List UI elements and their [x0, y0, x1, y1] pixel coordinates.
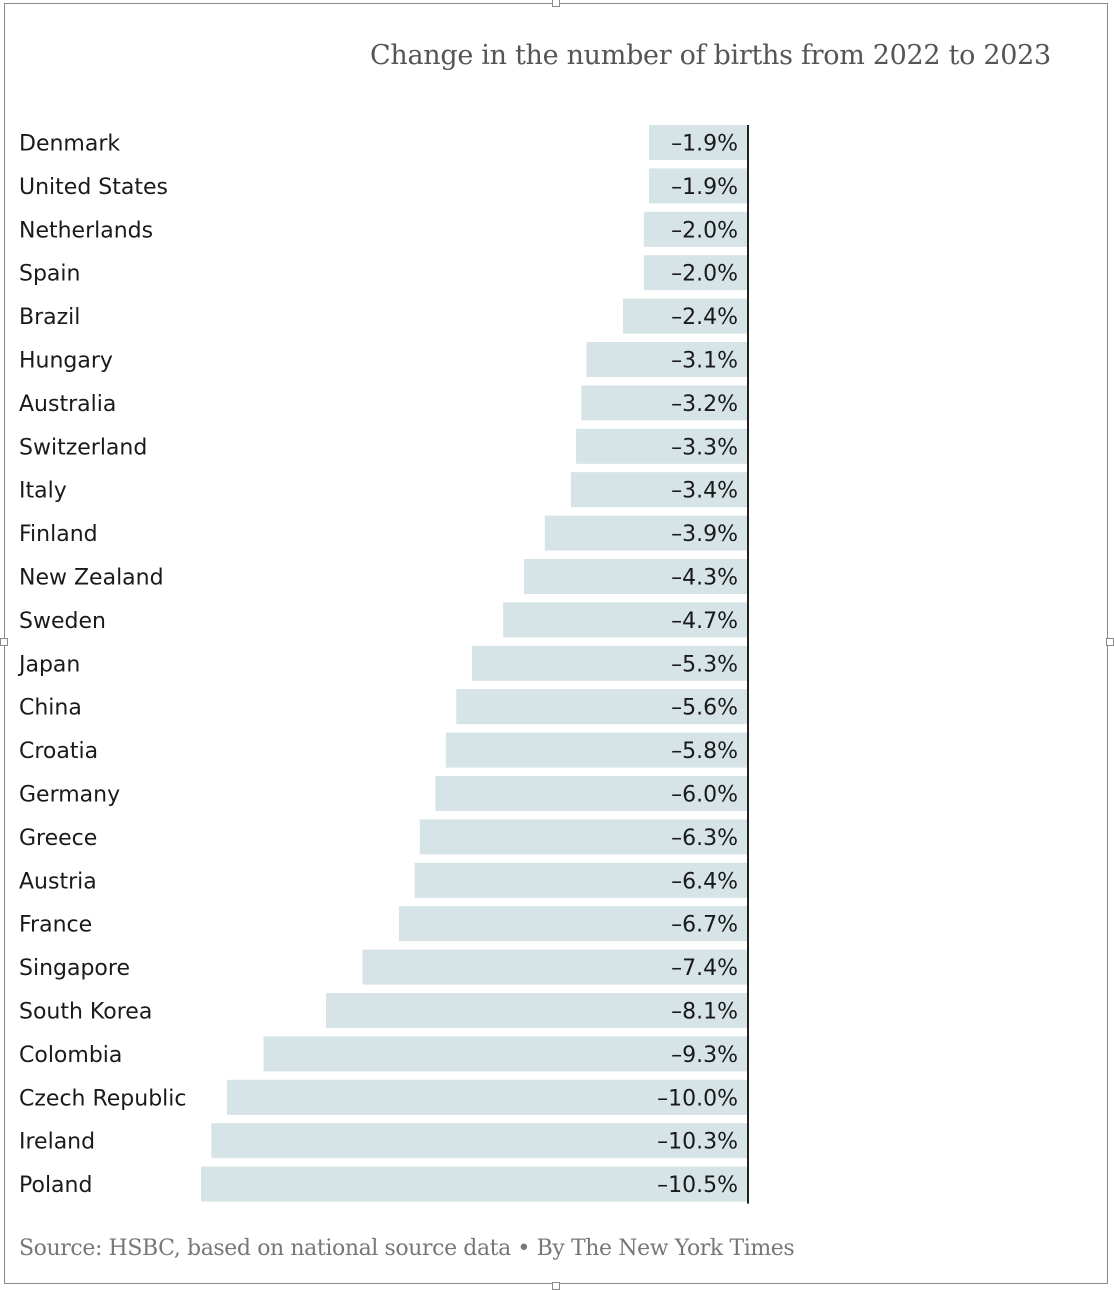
value-label: –5.3%: [671, 652, 738, 677]
value-label: –5.8%: [671, 739, 738, 764]
bar: [326, 993, 748, 1028]
category-label: Austria: [19, 869, 97, 894]
bars-layer: [201, 125, 748, 1202]
bar: [471, 645, 748, 681]
category-label: Hungary: [19, 349, 113, 374]
category-label: Denmark: [19, 132, 120, 157]
value-label: –4.7%: [671, 609, 738, 634]
bar: [544, 515, 748, 551]
category-label: United States: [19, 175, 168, 200]
bar: [643, 255, 748, 291]
bar: [435, 776, 748, 811]
bar: [362, 949, 748, 985]
category-label: Netherlands: [19, 218, 153, 243]
value-label: –6.0%: [671, 783, 738, 808]
resize-handle-left[interactable]: [0, 638, 8, 646]
category-label: Croatia: [19, 739, 98, 764]
value-label: –3.1%: [671, 349, 738, 374]
value-label: –7.4%: [671, 956, 738, 981]
category-label: Greece: [19, 826, 97, 851]
bar: [623, 298, 748, 334]
bar: [586, 342, 748, 377]
value-label: –5.6%: [671, 696, 738, 721]
bar: [649, 125, 748, 160]
value-label: –10.0%: [657, 1086, 738, 1111]
category-label: Australia: [19, 392, 116, 417]
category-label: Singapore: [19, 956, 130, 981]
value-label: –3.4%: [671, 479, 738, 504]
bar: [570, 472, 748, 508]
value-label: –6.4%: [671, 869, 738, 894]
category-label: Germany: [19, 783, 120, 808]
category-label: Finland: [19, 522, 98, 547]
value-label: –1.9%: [671, 132, 738, 157]
bar: [227, 1079, 748, 1115]
value-label: –6.3%: [671, 826, 738, 851]
category-label: South Korea: [19, 1000, 152, 1025]
bar: [445, 732, 748, 768]
bar-chart: Denmark –1.9% United States –1.9% Netherland…: [17, 125, 749, 1204]
value-label: –4.3%: [671, 566, 738, 591]
category-label: France: [19, 913, 92, 938]
category-label: Japan: [17, 652, 80, 677]
bar: [503, 602, 748, 638]
category-label: Switzerland: [19, 435, 147, 460]
value-label: –3.3%: [671, 435, 738, 460]
bar: [201, 1166, 748, 1202]
value-label: –3.9%: [671, 522, 738, 547]
chart-title: Change in the number of births from 2022…: [370, 40, 1051, 71]
category-label: Sweden: [19, 609, 106, 634]
value-label: –10.3%: [657, 1130, 738, 1155]
labels-layer: Denmark –1.9% United States –1.9% Netherland…: [17, 132, 738, 1199]
category-label: Ireland: [19, 1130, 95, 1155]
bar: [399, 906, 748, 942]
category-label: New Zealand: [19, 566, 164, 591]
category-label: China: [19, 696, 82, 721]
bar: [581, 385, 748, 421]
value-label: –10.5%: [657, 1173, 738, 1198]
bar: [414, 862, 748, 898]
category-label: Czech Republic: [19, 1086, 187, 1111]
bar: [419, 819, 748, 855]
bar: [524, 559, 748, 594]
bar: [211, 1123, 748, 1159]
bar: [263, 1036, 748, 1072]
resize-handle-top[interactable]: [552, 0, 560, 7]
value-label: –8.1%: [671, 1000, 738, 1025]
value-label: –2.0%: [671, 262, 738, 287]
category-label: Spain: [19, 262, 80, 287]
category-label: Poland: [19, 1173, 92, 1198]
value-label: –6.7%: [671, 913, 738, 938]
category-label: Italy: [19, 479, 67, 504]
bar: [576, 428, 748, 464]
category-label: Colombia: [19, 1043, 122, 1068]
value-label: –2.0%: [671, 218, 738, 243]
value-label: –2.4%: [671, 305, 738, 330]
value-label: –3.2%: [671, 392, 738, 417]
bar: [456, 689, 748, 725]
bar: [649, 168, 748, 204]
category-label: Brazil: [19, 305, 80, 330]
resize-handle-bottom[interactable]: [552, 1282, 560, 1290]
value-label: –1.9%: [671, 175, 738, 200]
bar: [643, 211, 748, 247]
source-note: Source: HSBC, based on national source d…: [19, 1236, 795, 1261]
value-label: –9.3%: [671, 1043, 738, 1068]
